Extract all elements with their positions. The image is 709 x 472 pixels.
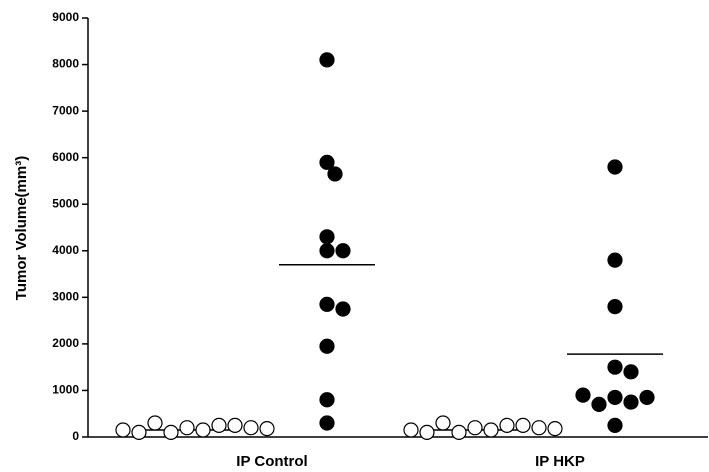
data-point xyxy=(211,417,227,433)
data-point xyxy=(319,243,335,259)
data-point xyxy=(403,422,419,438)
data-point xyxy=(607,299,623,315)
y-tick-label: 4000 xyxy=(52,243,79,257)
data-point xyxy=(115,422,131,438)
data-point xyxy=(319,338,335,354)
data-point xyxy=(639,389,655,406)
data-point xyxy=(467,420,483,436)
data-point xyxy=(499,417,515,433)
data-point xyxy=(607,359,623,375)
y-tick-label: 7000 xyxy=(52,103,79,117)
data-point xyxy=(531,420,547,436)
y-tick-label: 1000 xyxy=(52,383,79,397)
data-point xyxy=(195,422,211,438)
data-point xyxy=(319,415,335,431)
data-point xyxy=(163,424,179,440)
data-point xyxy=(607,389,623,406)
data-point xyxy=(547,421,563,437)
x-tick-label: IP HKP xyxy=(535,453,585,470)
data-point xyxy=(243,420,259,436)
x-tick-label: IP Control xyxy=(236,453,307,470)
y-tick-label: 8000 xyxy=(52,57,79,71)
data-point xyxy=(147,415,163,431)
data-point xyxy=(319,154,335,170)
y-tick-label: 2000 xyxy=(52,336,79,350)
data-point xyxy=(607,252,623,268)
data-point xyxy=(623,364,639,380)
data-point xyxy=(335,243,351,259)
data-point xyxy=(259,421,275,437)
data-point xyxy=(575,387,591,403)
y-tick-label: 5000 xyxy=(52,196,79,210)
data-point xyxy=(435,415,451,431)
data-point xyxy=(607,159,623,175)
y-tick-label: 6000 xyxy=(52,150,79,164)
data-point xyxy=(319,229,335,245)
data-point xyxy=(179,420,195,436)
data-point xyxy=(319,296,335,312)
data-point xyxy=(483,422,499,438)
data-point xyxy=(131,424,147,440)
data-point xyxy=(451,424,467,440)
data-point xyxy=(515,417,531,433)
data-point xyxy=(335,301,351,317)
data-point xyxy=(327,166,343,182)
y-tick-label: 0 xyxy=(72,429,79,443)
data-point xyxy=(319,52,335,68)
data-point xyxy=(319,392,335,408)
y-axis-label: Tumor Volume(mm³) xyxy=(13,156,30,300)
y-tick-label: 3000 xyxy=(52,290,79,304)
data-point xyxy=(227,417,243,433)
data-point xyxy=(419,424,435,440)
y-tick-label: 9000 xyxy=(52,10,79,24)
data-point xyxy=(623,394,639,410)
data-point xyxy=(591,396,607,413)
data-point xyxy=(607,417,623,433)
